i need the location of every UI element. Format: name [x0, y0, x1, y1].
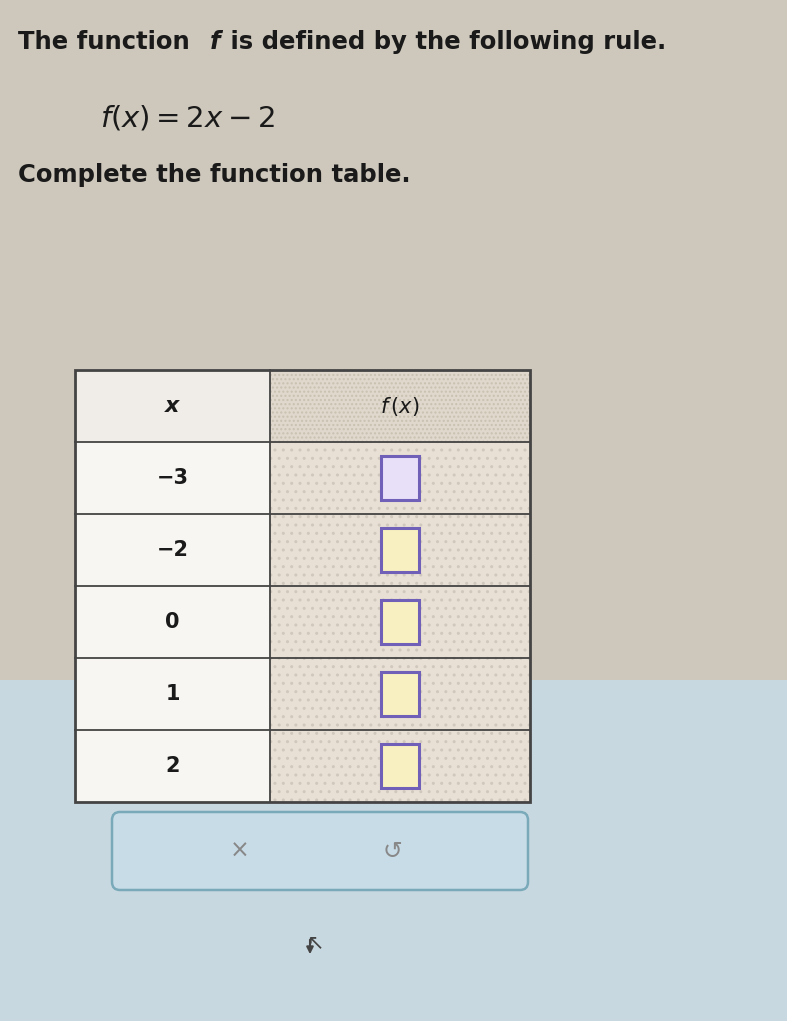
Bar	[270, 586, 530, 658]
Bar	[270, 442, 530, 514]
Bar	[75, 442, 270, 514]
Bar	[270, 658, 530, 730]
Bar	[75, 658, 270, 730]
Text: ↺: ↺	[382, 839, 402, 863]
Bar	[381, 600, 419, 644]
Text: ×: ×	[230, 839, 250, 863]
Text: −3: −3	[157, 468, 189, 488]
Bar	[270, 730, 530, 803]
Bar	[75, 370, 530, 803]
Bar	[270, 514, 530, 586]
Bar	[270, 658, 530, 730]
Bar	[270, 730, 530, 803]
Bar	[270, 442, 530, 514]
Text: 1: 1	[165, 684, 179, 704]
Text: $\mathit{f(x)}=2x-2$: $\mathit{f(x)}=2x-2$	[100, 103, 275, 133]
Text: −2: −2	[157, 540, 189, 560]
Text: 0: 0	[165, 612, 179, 632]
Bar	[75, 370, 270, 442]
Bar	[381, 672, 419, 716]
Text: is defined by the following rule.: is defined by the following rule.	[222, 30, 667, 54]
Bar	[381, 744, 419, 788]
Bar	[75, 730, 270, 803]
Bar	[270, 370, 530, 442]
Bar	[381, 528, 419, 572]
Text: $f\,(x)$: $f\,(x)$	[380, 394, 419, 418]
Text: x: x	[165, 396, 179, 416]
Bar	[270, 514, 530, 586]
Text: The function: The function	[18, 30, 198, 54]
Bar	[75, 586, 270, 658]
FancyBboxPatch shape	[112, 812, 528, 890]
Bar	[381, 456, 419, 500]
Bar	[0, 680, 787, 1021]
Text: 2: 2	[165, 756, 179, 776]
Bar	[270, 586, 530, 658]
Bar	[270, 370, 530, 442]
Text: f: f	[210, 30, 220, 54]
Bar	[75, 514, 270, 586]
Text: Complete the function table.: Complete the function table.	[18, 163, 411, 187]
Text: ↖: ↖	[306, 932, 323, 952]
